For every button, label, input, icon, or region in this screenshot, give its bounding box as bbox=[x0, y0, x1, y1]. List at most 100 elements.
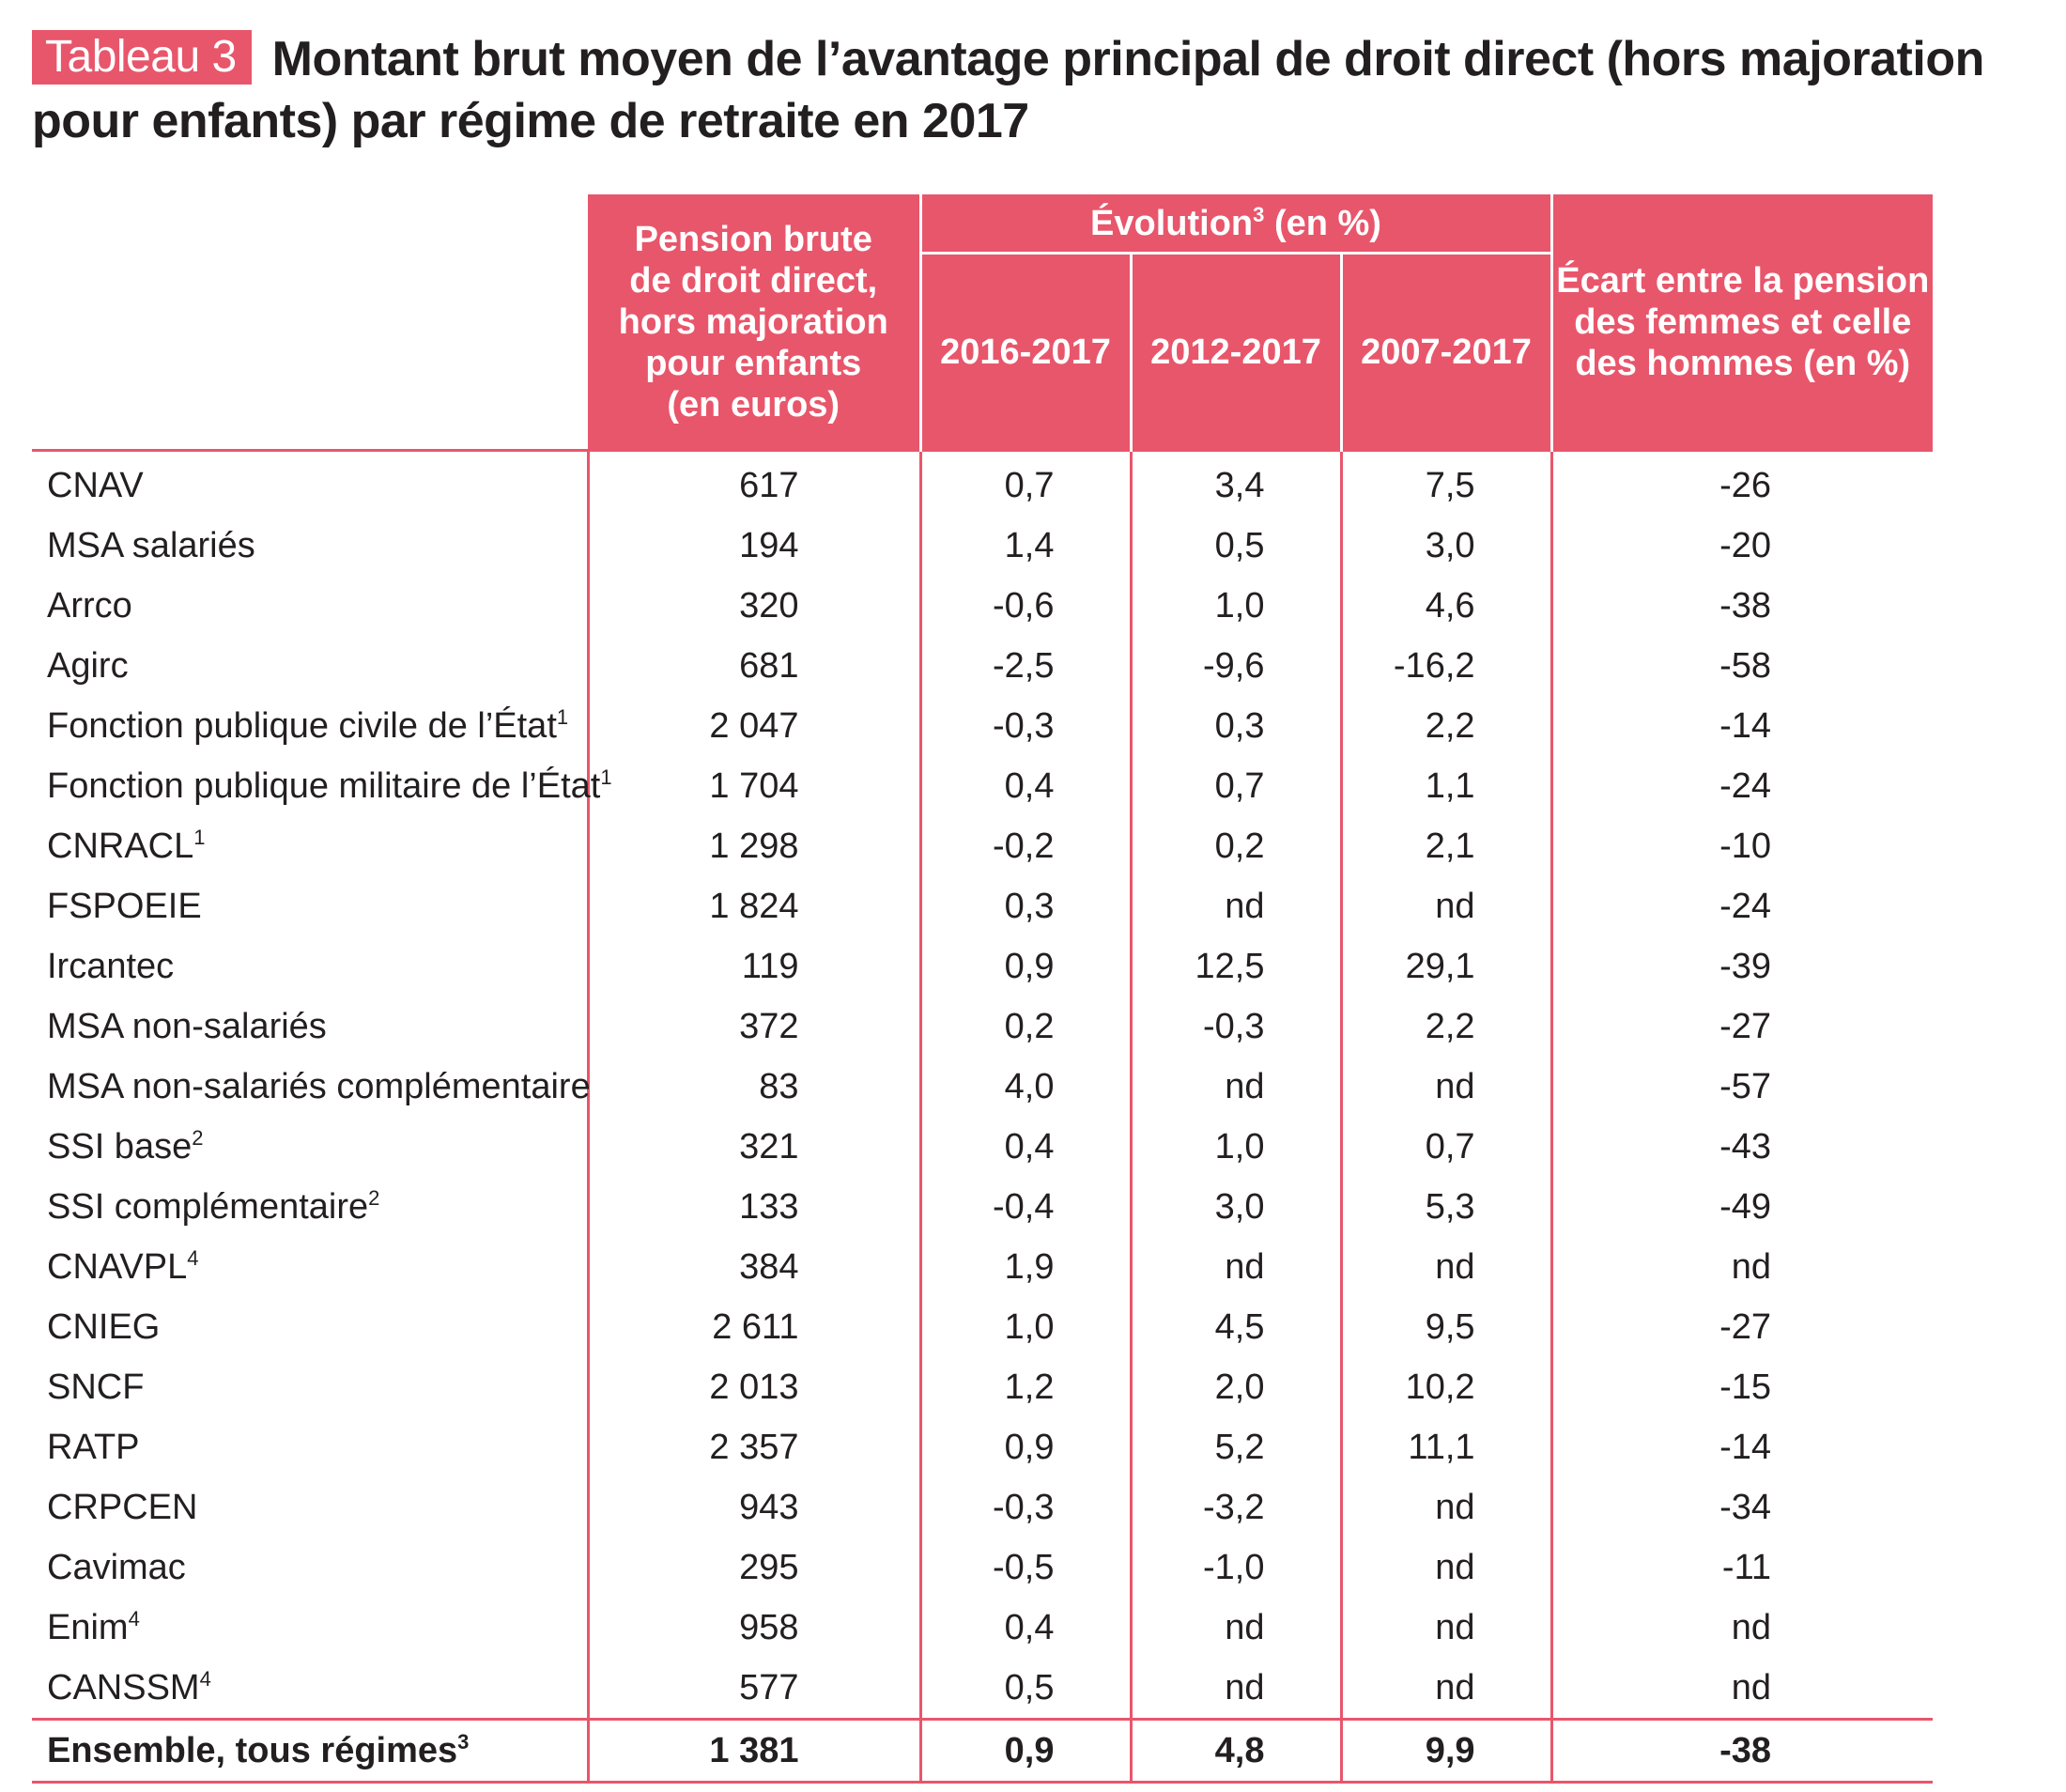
cell-e2: -9,6 bbox=[1129, 636, 1341, 696]
cell-e1: 1,2 bbox=[918, 1357, 1131, 1417]
cell-e3: 9,5 bbox=[1339, 1297, 1552, 1357]
cell-e3: 5,3 bbox=[1339, 1177, 1552, 1237]
cell-e1: 1,0 bbox=[918, 1297, 1131, 1357]
cell-e3: 3,0 bbox=[1339, 516, 1552, 576]
cell-pension: 119 bbox=[586, 936, 920, 996]
cell-e3: -16,2 bbox=[1339, 636, 1552, 696]
cell-e2: -1,0 bbox=[1129, 1537, 1341, 1598]
header-gap: Écart entre la pension des femmes et cel… bbox=[1550, 194, 1934, 451]
cell-e1: 0,9 bbox=[918, 936, 1131, 996]
cell-pension: 320 bbox=[586, 576, 920, 636]
table-row: Enim4 958 0,4 nd nd nd bbox=[32, 1598, 1934, 1658]
row-label: SNCF bbox=[47, 1367, 145, 1407]
table-row: FSPOEIE 1 824 0,3 nd nd -24 bbox=[32, 876, 1934, 936]
row-label: Arrco bbox=[47, 585, 132, 626]
cell-e3: 4,6 bbox=[1339, 576, 1552, 636]
table-row: MSA non-salariés 372 0,2 -0,3 2,2 -27 bbox=[32, 996, 1934, 1057]
cell-e3: 1,1 bbox=[1339, 756, 1552, 816]
cell-e1: 0,9 bbox=[918, 1718, 1131, 1784]
cell-e1: 4,0 bbox=[918, 1057, 1131, 1117]
cell-gap: -15 bbox=[1550, 1357, 1934, 1417]
cell-pension: 1 824 bbox=[586, 876, 920, 936]
cell-pension: 1 704 bbox=[586, 756, 920, 816]
cell-e3: nd bbox=[1339, 1057, 1552, 1117]
cell-e2: 1,0 bbox=[1129, 576, 1341, 636]
table-row-total: Ensemble, tous régimes3 1 381 0,9 4,8 9,9 -38 bbox=[32, 1718, 1934, 1784]
header-pension: Pension brute de droit direct, hors majo… bbox=[588, 194, 920, 451]
table-title: Tableau 3 Montant brut moyen de l’avantag… bbox=[32, 28, 2042, 152]
cell-e3: nd bbox=[1339, 876, 1552, 936]
row-label: MSA salariés bbox=[47, 525, 255, 565]
table-row: CNRACL1 1 298 -0,2 0,2 2,1 -10 bbox=[32, 816, 1934, 876]
cell-e1: -0,5 bbox=[918, 1537, 1131, 1598]
cell-e2: 4,8 bbox=[1129, 1718, 1341, 1784]
table-row: SSI complémentaire2 133 -0,4 3,0 5,3 -49 bbox=[32, 1177, 1934, 1237]
cell-e2: 3,0 bbox=[1129, 1177, 1341, 1237]
cell-gap: -34 bbox=[1550, 1477, 1934, 1537]
table-row: RATP 2 357 0,9 5,2 11,1 -14 bbox=[32, 1417, 1934, 1477]
table-number-badge: Tableau 3 bbox=[32, 30, 252, 85]
cell-e2: 12,5 bbox=[1129, 936, 1341, 996]
cell-pension: 2 357 bbox=[586, 1417, 920, 1477]
row-label: CNRACL1 bbox=[47, 825, 206, 866]
cell-pension: 958 bbox=[586, 1598, 920, 1658]
cell-e3: 7,5 bbox=[1339, 449, 1552, 516]
cell-e2: 5,2 bbox=[1129, 1417, 1341, 1477]
cell-e3: 2,1 bbox=[1339, 816, 1552, 876]
title-line-1: Tableau 3 Montant brut moyen de l’avantag… bbox=[32, 28, 2042, 90]
header-period-2016-2017: 2016-2017 bbox=[918, 253, 1131, 451]
row-label: Enim4 bbox=[47, 1606, 140, 1647]
cell-e3: nd bbox=[1339, 1598, 1552, 1658]
cell-e1: 0,3 bbox=[918, 876, 1131, 936]
table-row: CNIEG 2 611 1,0 4,5 9,5 -27 bbox=[32, 1297, 1934, 1357]
cell-gap: -49 bbox=[1550, 1177, 1934, 1237]
row-label: MSA non-salariés complémentaire bbox=[47, 1066, 591, 1106]
row-label: CNAV bbox=[32, 449, 588, 516]
cell-e1: -0,2 bbox=[918, 816, 1131, 876]
cell-e3: 0,7 bbox=[1339, 1117, 1552, 1177]
row-label: RATP bbox=[47, 1427, 140, 1467]
cell-pension: 681 bbox=[586, 636, 920, 696]
cell-pension: 2 047 bbox=[586, 696, 920, 756]
table-header: Pension brute de droit direct, hors majo… bbox=[32, 194, 1934, 451]
cell-e2: 1,0 bbox=[1129, 1117, 1341, 1177]
cell-e2: 2,0 bbox=[1129, 1357, 1341, 1417]
header-period-2012-2017: 2012-2017 bbox=[1129, 253, 1341, 451]
title-line-2: pour enfants) par régime de retraite en … bbox=[32, 94, 1029, 148]
cell-e2: nd bbox=[1129, 1658, 1341, 1720]
cell-e3: 9,9 bbox=[1339, 1718, 1552, 1784]
cell-gap: -58 bbox=[1550, 636, 1934, 696]
row-label: MSA non-salariés bbox=[47, 1006, 327, 1046]
cell-pension: 943 bbox=[586, 1477, 920, 1537]
title-text-1: Montant brut moyen de l’avantage princip… bbox=[271, 32, 1985, 86]
table-body: CNAV 617 0,7 3,4 7,5 -26 MSA salariés 194 1,4 0,5… bbox=[32, 449, 1934, 1784]
cell-pension: 83 bbox=[586, 1057, 920, 1117]
cell-e2: 0,3 bbox=[1129, 696, 1341, 756]
cell-e2: nd bbox=[1129, 876, 1341, 936]
cell-e1: 1,9 bbox=[918, 1237, 1131, 1297]
table-row: Agirc 681 -2,5 -9,6 -16,2 -58 bbox=[32, 636, 1934, 696]
cell-gap: nd bbox=[1550, 1598, 1934, 1658]
cell-e1: -0,4 bbox=[918, 1177, 1131, 1237]
table-row: Cavimac 295 -0,5 -1,0 nd -11 bbox=[32, 1537, 1934, 1598]
cell-pension: 1 298 bbox=[586, 816, 920, 876]
cell-e1: 0,5 bbox=[918, 1658, 1131, 1720]
cell-gap: -14 bbox=[1550, 696, 1934, 756]
cell-gap: -38 bbox=[1550, 1718, 1934, 1784]
table-row: MSA salariés 194 1,4 0,5 3,0 -20 bbox=[32, 516, 1934, 576]
cell-pension: 577 bbox=[586, 1658, 920, 1720]
cell-pension: 194 bbox=[586, 516, 920, 576]
cell-gap: nd bbox=[1550, 1237, 1934, 1297]
table-row: Fonction publique militaire de l’État1 1 … bbox=[32, 756, 1934, 816]
cell-e2: 0,2 bbox=[1129, 816, 1341, 876]
cell-gap: -39 bbox=[1550, 936, 1934, 996]
cell-e1: -0,3 bbox=[918, 1477, 1131, 1537]
row-label: CRPCEN bbox=[47, 1487, 198, 1527]
table-row: CANSSM4 577 0,5 nd nd nd bbox=[32, 1658, 1934, 1720]
table-row: MSA non-salariés complémentaire 83 4,0 nd nd… bbox=[32, 1057, 1934, 1117]
row-label: CANSSM4 bbox=[47, 1666, 211, 1707]
cell-e3: nd bbox=[1339, 1537, 1552, 1598]
row-label: Ensemble, tous régimes3 bbox=[32, 1718, 588, 1784]
cell-pension: 2 013 bbox=[586, 1357, 920, 1417]
row-label: SSI complémentaire2 bbox=[47, 1185, 380, 1227]
